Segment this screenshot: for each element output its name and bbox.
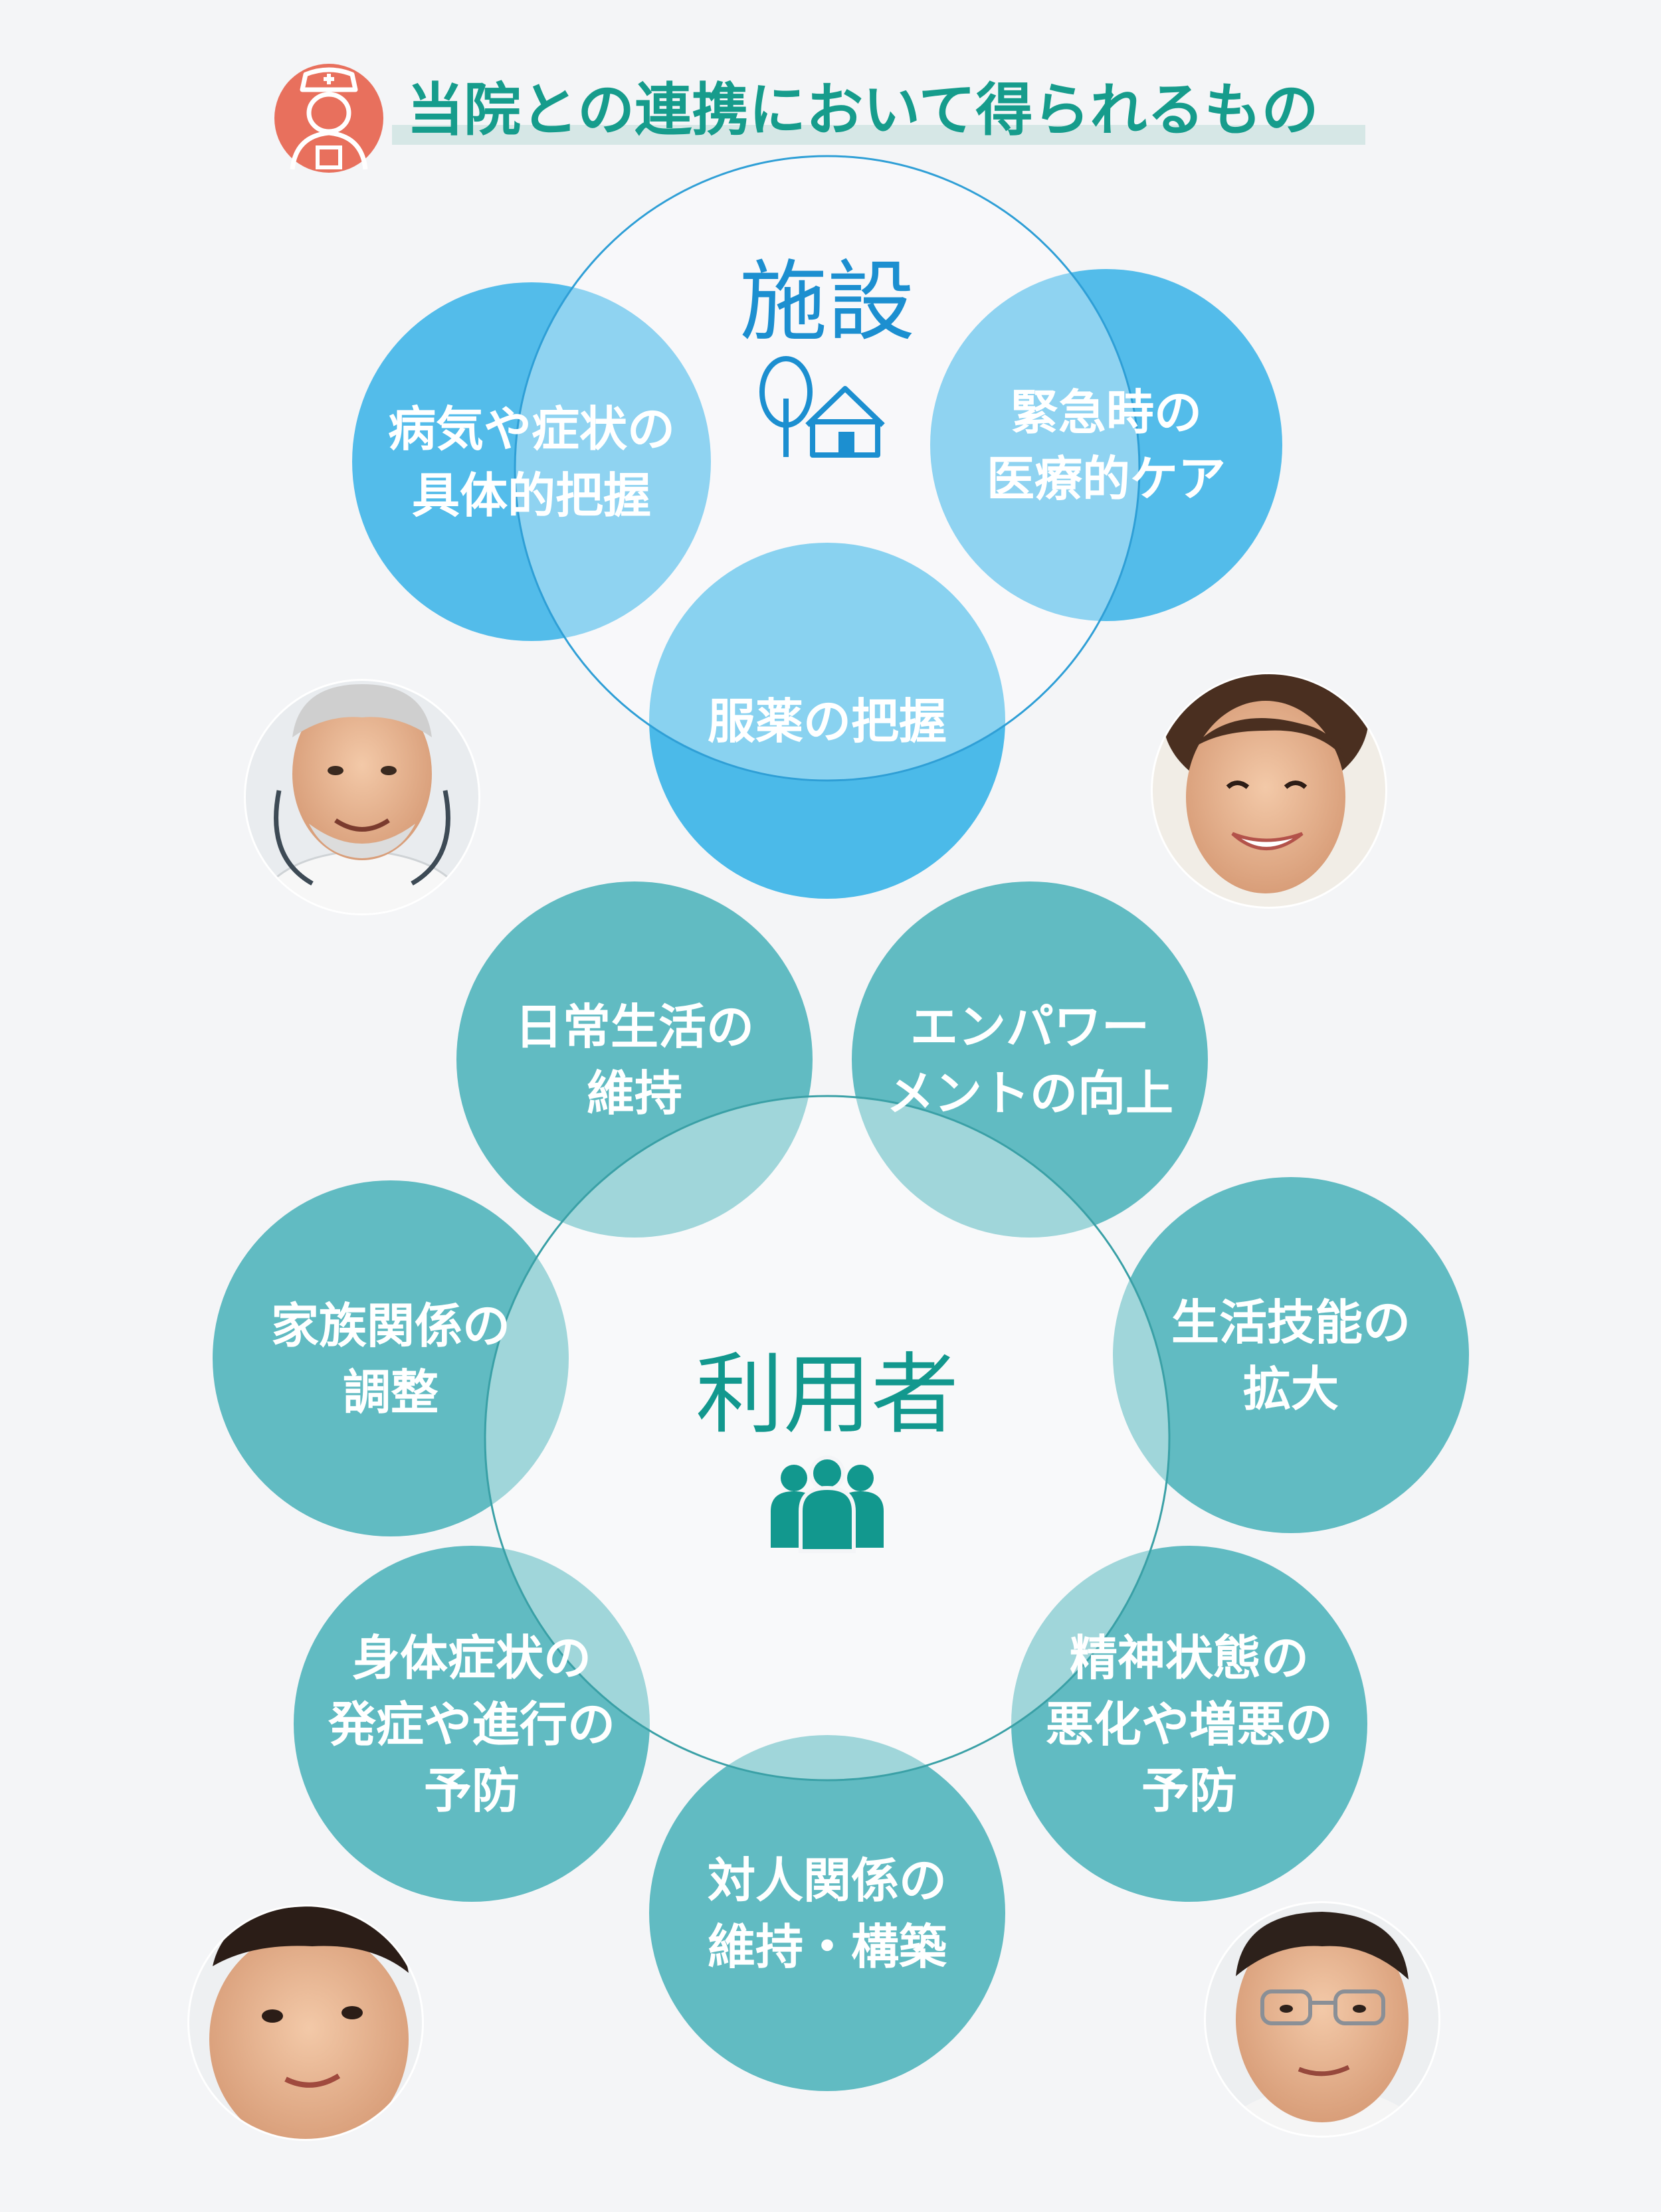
benefit-circle-physical-prevention — [294, 1546, 650, 1902]
page-title: 当院との連携において得られるもの — [407, 77, 1319, 143]
benefit-label-line: 悪化や増悪の — [1046, 1697, 1333, 1752]
benefit-circle-medication — [649, 543, 1005, 899]
benefit-circle-life-skills — [1113, 1177, 1469, 1533]
benefit-circle-emergency-care — [930, 269, 1282, 621]
elderly-doctor-photo — [244, 679, 480, 915]
benefit-circle-interpersonal — [649, 1735, 1005, 2091]
benefit-label-line: 発症や進行の — [328, 1697, 615, 1752]
man-with-glasses-photo — [1204, 1901, 1440, 2138]
benefit-label-line: 対人関係の — [708, 1853, 947, 1908]
benefit-label-line: 予防 — [424, 1763, 520, 1819]
benefit-circle-condition-grasp — [352, 282, 711, 641]
benefit-label-line: 維持 — [587, 1065, 682, 1121]
benefit-label-line: 服薬の把握 — [708, 693, 947, 749]
title-underline-bar — [392, 125, 1365, 145]
benefit-label-line: 家族関係の — [271, 1298, 510, 1354]
nurse-icon — [274, 64, 383, 173]
child-photo — [187, 1904, 424, 2141]
facility-tree-house-icon — [759, 356, 885, 458]
user-label: 利用者 — [696, 1344, 959, 1446]
benefit-circle-mental-prevention — [1011, 1546, 1367, 1902]
group-people-icon — [771, 1455, 884, 1553]
benefit-circle-daily-living — [456, 881, 813, 1238]
benefit-label-line: 調整 — [343, 1364, 439, 1420]
benefit-label-line: 緊急時の — [1011, 385, 1202, 440]
benefit-label-line: 日常生活の — [515, 999, 754, 1055]
benefit-label-line: 具体的把握 — [412, 468, 651, 523]
benefit-circle-family-relations — [213, 1180, 569, 1536]
benefit-label-line: 生活技能の — [1171, 1295, 1411, 1350]
smiling-woman-photo — [1151, 672, 1387, 909]
benefit-label-line: 病気や症状の — [388, 401, 675, 457]
benefit-label-line: 予防 — [1141, 1763, 1237, 1819]
benefit-label-line: 身体症状の — [352, 1630, 591, 1686]
benefit-label-line: 精神状態の — [1070, 1630, 1309, 1686]
facility-outline-circle — [514, 155, 1141, 782]
user-outline-circle — [484, 1095, 1171, 1782]
benefit-label-line: エンパワー — [910, 999, 1149, 1055]
header: 当院との連携において得られるもの — [274, 64, 1365, 173]
benefit-label-line: メントの向上 — [886, 1065, 1173, 1121]
benefit-label-line: 拡大 — [1243, 1361, 1339, 1417]
facility-label: 施設 — [739, 251, 915, 353]
benefit-label-line: 医療的ケア — [987, 451, 1226, 507]
benefit-circle-empowerment — [852, 881, 1208, 1238]
benefit-label-line: 維持・構築 — [708, 1919, 947, 1975]
